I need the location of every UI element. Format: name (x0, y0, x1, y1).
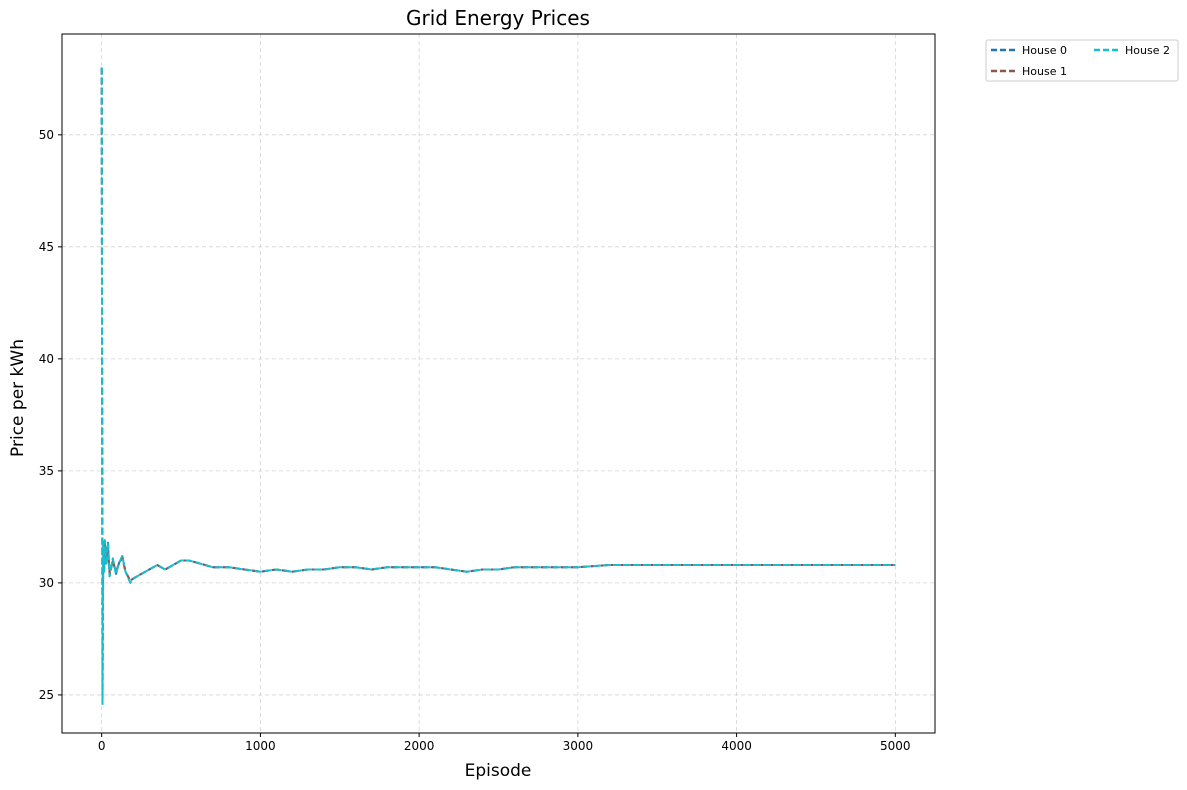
y-tick-label: 50 (39, 128, 54, 142)
axis-ticks: 0 1000 2000 3000 4000 5000 25 30 35 40 45 50 (39, 128, 911, 753)
series-lines (100, 67, 896, 705)
plot-frame (61, 33, 936, 734)
legend: House 0 House 1 House 2 (985, 39, 1179, 82)
y-tick-label: 35 (39, 464, 54, 478)
y-tick-label: 40 (39, 352, 54, 366)
legend-box (985, 39, 1179, 82)
grid-lines (62, 34, 935, 733)
legend-label: House 1 (1022, 65, 1067, 78)
series-line (100, 67, 896, 705)
x-tick-label: 3000 (563, 739, 594, 753)
x-tick-label: 4000 (721, 739, 752, 753)
series-line (100, 67, 896, 618)
x-tick-label: 0 (98, 739, 106, 753)
x-tick-label: 2000 (404, 739, 435, 753)
x-axis-label: Episode (465, 761, 532, 781)
chart-title: Grid Energy Prices (406, 6, 590, 30)
series-line (100, 67, 896, 705)
legend-label: House 2 (1125, 44, 1170, 57)
y-tick-label: 30 (39, 576, 54, 590)
y-axis-label: Price per kWh (8, 339, 28, 457)
y-tick-label: 25 (39, 688, 54, 702)
y-tick-label: 45 (39, 240, 54, 254)
x-tick-label: 1000 (245, 739, 276, 753)
legend-label: House 0 (1022, 44, 1067, 57)
x-tick-label: 5000 (880, 739, 911, 753)
